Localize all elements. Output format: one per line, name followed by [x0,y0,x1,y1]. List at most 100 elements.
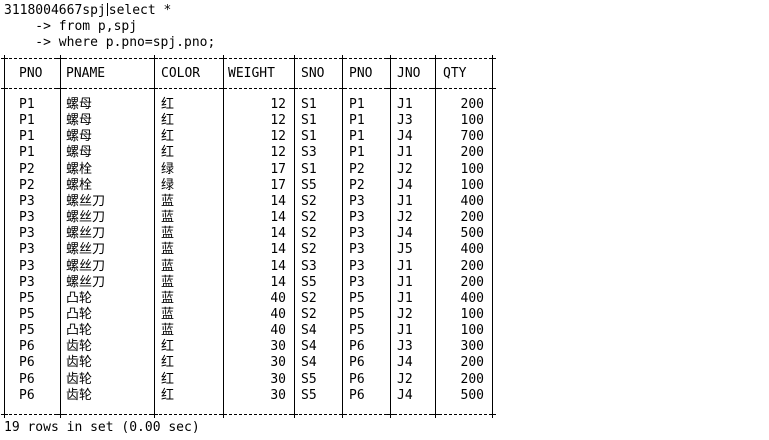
table-cell: S5 [301,371,317,387]
table-cell: 红 [161,339,175,355]
table-cell: J1 [397,97,413,112]
table-cell: 200 [460,145,484,161]
table-cell: J1 [397,290,413,306]
table-cell: 绿 [161,161,175,177]
table-cell: 12 [270,113,286,129]
table-cell: S4 [301,355,317,371]
table-corner [57,55,64,62]
table-cell: S2 [301,226,317,242]
table-cell: 蓝 [161,193,175,209]
table-cell: P3 [349,274,365,290]
table-cell: P1 [349,97,365,112]
table-cell: 12 [270,145,286,161]
table-cell: 14 [270,242,286,258]
table-corner [291,85,298,92]
table-cell: J4 [397,129,413,145]
table-cell: P3 [349,242,365,258]
table-cell: S5 [301,387,317,403]
table-cell: 700 [460,129,484,145]
table-border-vertical [390,58,391,415]
table-cell: 螺丝刀 [66,274,106,290]
table-cell: P6 [349,387,365,403]
table-corner [291,411,298,418]
continuation-line-from: -> from p,spj [4,19,138,34]
table-corner [220,85,227,92]
command-line-prompt: 3118004667spj select * [4,3,171,18]
table-cell: 40 [270,323,286,339]
column-header: PNAME [66,66,106,81]
table-corner [387,85,394,92]
table-cell: 40 [270,290,286,306]
table-corner [220,55,227,62]
table-cell: 100 [460,113,484,129]
table-cell: S5 [301,274,317,290]
table-corner [1,85,8,92]
table-corner [432,55,439,62]
table-cell: P1 [19,145,35,161]
result-summary: 19 rows in set (0.00 sec) [4,420,200,435]
table-cell: J2 [397,306,413,322]
table-cell: 凸轮 [66,323,93,339]
table-cell: J4 [397,387,413,403]
table-cell: J4 [397,226,413,242]
table-cell: J1 [397,274,413,290]
table-cell: 12 [270,129,286,145]
table-cell: P3 [349,258,365,274]
table-border-vertical [435,58,436,415]
table-cell: P1 [19,97,35,112]
table-border-vertical [60,58,61,415]
column-header: COLOR [161,66,201,81]
table-cell: P6 [349,355,365,371]
table-cell: 200 [460,258,484,274]
table-cell: P3 [19,193,35,209]
table-cell: J2 [397,161,413,177]
table-cell: 蓝 [161,274,175,290]
table-border-vertical [492,58,493,415]
table-corner [1,55,8,62]
table-corner [151,411,158,418]
table-corner [339,85,346,92]
table-cell: 蓝 [161,226,175,242]
table-corner [220,411,227,418]
table-cell: P2 [349,177,365,193]
table-border-horizontal [4,414,492,415]
table-cell: J2 [397,371,413,387]
table-corner [387,55,394,62]
column-header: QTY [443,66,467,81]
table-corner [1,411,8,418]
table-cell: P5 [349,290,365,306]
table-cell: 蓝 [161,323,175,339]
table-cell: P3 [349,226,365,242]
table-cell: S2 [301,306,317,322]
table-cell: 螺丝刀 [66,193,106,209]
table-cell: P6 [349,339,365,355]
table-cell: P6 [19,387,35,403]
table-cell: 齿轮 [66,371,93,387]
table-cell: 200 [460,210,484,226]
command-text: select * [108,3,172,18]
table-cell: S2 [301,210,317,226]
table-corner [489,55,496,62]
table-cell: 齿轮 [66,355,93,371]
column-header: JNO [397,66,421,81]
table-cell: S4 [301,323,317,339]
table-cell: S3 [301,145,317,161]
column-header: SNO [301,66,325,81]
table-cell: P1 [349,113,365,129]
table-cell: P3 [349,210,365,226]
table-cell: J3 [397,339,413,355]
table-cell: S5 [301,177,317,193]
table-border-vertical [294,58,295,415]
table-cell: 200 [460,97,484,112]
table-cell: J1 [397,193,413,209]
table-cell: 凸轮 [66,306,93,322]
table-cell: 螺丝刀 [66,242,106,258]
table-cell: J2 [397,210,413,226]
table-cell: 14 [270,258,286,274]
table-cell: S1 [301,97,317,112]
table-cell: 17 [270,161,286,177]
table-cell: 蓝 [161,258,175,274]
table-cell: 500 [460,226,484,242]
table-cell: 300 [460,339,484,355]
table-cell: P3 [349,193,365,209]
